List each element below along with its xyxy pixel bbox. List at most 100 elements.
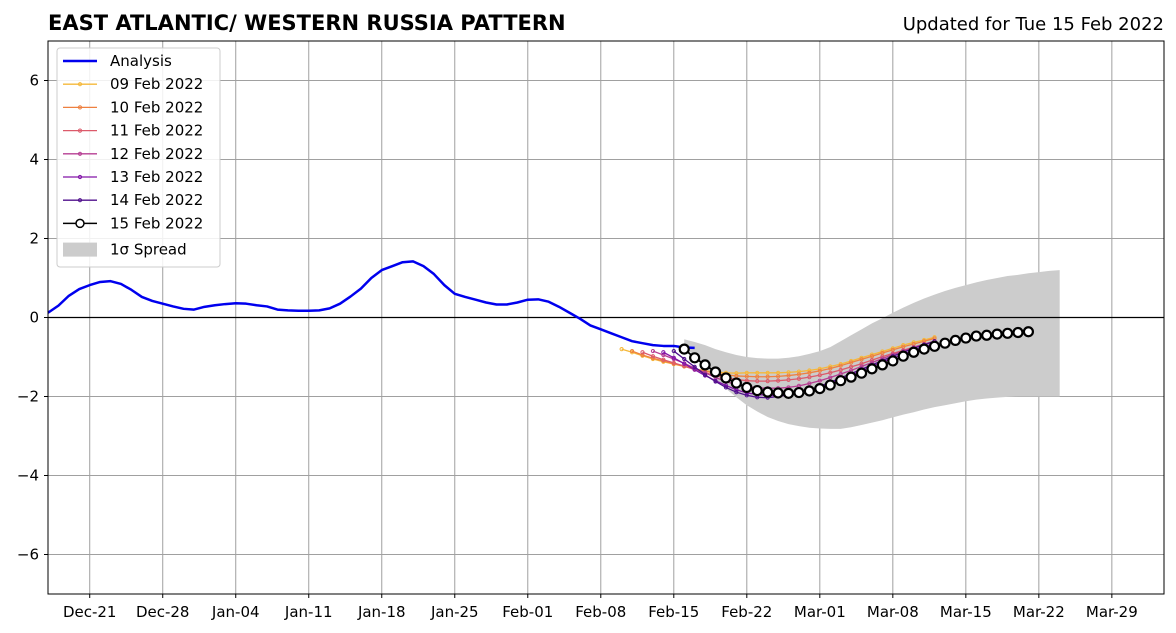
forecast-line-point <box>765 374 770 379</box>
forecast-line-point <box>661 350 666 355</box>
current-forecast-line-point <box>782 387 795 399</box>
spread-band-area <box>684 270 1060 429</box>
current-forecast-line-point <box>772 387 784 399</box>
current-forecast-line-point <box>709 366 722 378</box>
forecast-line-point <box>807 368 812 373</box>
current-forecast-line-point <box>939 337 951 349</box>
x-tick-label: Dec-28 <box>136 603 190 621</box>
x-tick-label: Jan-18 <box>357 603 406 621</box>
y-tick-label: −2 <box>17 388 39 406</box>
x-tick-label: Mar-15 <box>940 603 992 621</box>
series-lines <box>47 260 1035 400</box>
forecast-line-point <box>807 381 812 386</box>
x-tick-label: Feb-01 <box>502 603 553 621</box>
legend-swatch-marker <box>77 198 83 203</box>
forecast-line-point <box>692 364 697 369</box>
legend-label: 10 Feb 2022 <box>110 98 203 116</box>
forecast-line-point <box>828 375 833 380</box>
x-tick-label: Jan-25 <box>430 603 479 621</box>
current-forecast-line-point <box>855 367 868 379</box>
current-forecast-line-point <box>678 343 690 355</box>
legend-label: 09 Feb 2022 <box>110 75 203 93</box>
forecast-line-point <box>807 375 812 380</box>
chart-subtitle: Updated for Tue 15 Feb 2022 <box>903 14 1164 35</box>
forecast-line-point <box>765 370 770 375</box>
forecast-line-point <box>859 357 864 362</box>
x-tick-label: Jan-11 <box>284 603 333 621</box>
current-forecast-line-point <box>845 371 857 383</box>
forecast-line-point <box>807 370 812 375</box>
forecast-line-point <box>744 393 749 398</box>
forecast-line-point <box>755 370 760 375</box>
legend-box <box>56 47 221 268</box>
current-forecast-line-point <box>751 384 763 397</box>
forecast-line-point <box>682 356 687 362</box>
chart-title: EAST ATLANTIC/ WESTERN RUSSIA PATTERN <box>48 11 566 35</box>
x-tick-label: Mar-01 <box>794 603 846 621</box>
y-tick-label: −4 <box>17 467 39 485</box>
forecast-line-point <box>786 373 791 378</box>
forecast-line-point <box>671 355 676 360</box>
current-forecast-line-point <box>1012 326 1024 339</box>
legend-label: 12 Feb 2022 <box>110 145 203 163</box>
legend-label: 11 Feb 2022 <box>110 122 203 140</box>
forecast-line-point <box>775 374 781 379</box>
legend-swatch-marker <box>75 218 85 229</box>
forecast-line-point <box>869 354 875 359</box>
x-tick-label: Mar-08 <box>867 603 919 621</box>
forecast-line-point <box>682 361 687 366</box>
forecast-line-point <box>671 348 676 354</box>
legend-label: Analysis <box>110 52 172 70</box>
current-forecast-line-point <box>908 346 920 358</box>
forecast-line-point <box>619 347 624 352</box>
analysis-line <box>47 260 695 350</box>
forecast-line-point <box>838 363 843 368</box>
y-tick-label: 4 <box>29 151 39 169</box>
forecast-line-point <box>755 378 760 384</box>
y-tick-label: −6 <box>17 546 39 564</box>
x-tick-label: Jan-04 <box>211 603 260 621</box>
forecast-line-point <box>796 372 802 377</box>
current-forecast-line-point <box>720 372 732 384</box>
legend-label: 13 Feb 2022 <box>110 168 203 186</box>
forecast-line-point <box>796 376 802 381</box>
forecast-line-point <box>755 374 760 379</box>
forecast-line-point <box>817 378 822 383</box>
current-forecast-line-point <box>793 386 805 399</box>
forecast-line-point <box>629 348 635 354</box>
current-forecast-line-point <box>824 379 836 391</box>
spread-band <box>684 270 1060 429</box>
forecast-line-point <box>640 350 645 355</box>
x-tick-label: Mar-22 <box>1013 603 1065 621</box>
current-forecast-line-point <box>897 350 909 362</box>
forecast-line-point <box>775 378 781 383</box>
forecast-line-point <box>786 377 791 383</box>
forecast-line-point <box>817 373 822 378</box>
current-forecast-line-point <box>689 352 701 364</box>
current-forecast-line-point <box>1001 327 1014 339</box>
forecast-line-point <box>828 366 833 371</box>
current-forecast-line-point <box>835 375 847 387</box>
x-tick-label: Dec-21 <box>63 603 117 621</box>
forecast-line-point <box>650 348 656 354</box>
current-forecast-line-point <box>762 386 774 398</box>
current-forecast-line-point <box>918 343 930 355</box>
y-tick-label: 0 <box>29 309 39 327</box>
forecast-line-point <box>869 358 875 363</box>
legend-swatch-marker <box>77 105 83 110</box>
legend-swatch-marker <box>77 151 83 156</box>
legend-swatch-marker <box>77 174 83 180</box>
tick-labels: Dec-21 Dec-28 Jan-04 Jan-11 Jan-18 Jan-25 Feb-… <box>17 72 1138 622</box>
plot-frame <box>47 40 1165 595</box>
x-tick-label: Feb-22 <box>721 603 772 621</box>
forecast-line-point <box>765 378 770 384</box>
current-forecast-line-point <box>814 383 826 395</box>
current-forecast-line-point <box>949 334 962 347</box>
forecast-line-point <box>723 385 729 390</box>
current-forecast-line-point <box>991 328 1003 340</box>
forecast-line-point <box>650 354 656 359</box>
current-forecast-line-point <box>928 340 941 352</box>
current-forecast-line-point <box>876 359 888 371</box>
current-forecast-line-point <box>1022 326 1035 338</box>
